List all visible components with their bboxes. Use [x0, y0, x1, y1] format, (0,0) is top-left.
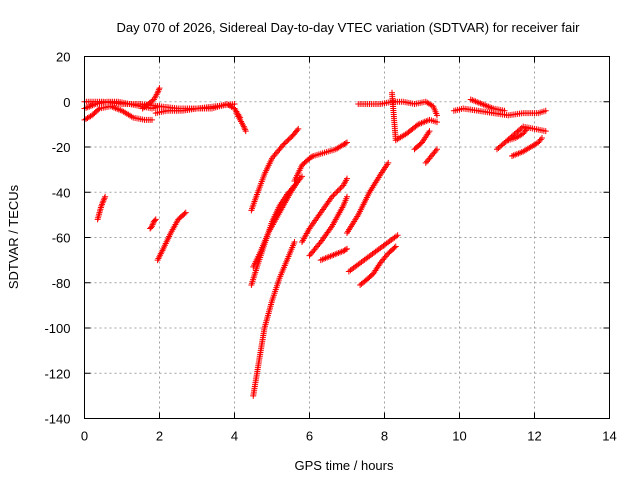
data-point — [102, 193, 109, 200]
data-point — [344, 193, 350, 200]
x-tick-label: 4 — [231, 429, 238, 444]
data-point — [182, 209, 189, 216]
data-point — [338, 183, 345, 190]
data-point — [286, 135, 293, 142]
data-point — [391, 244, 398, 251]
data-point — [291, 239, 298, 246]
x-axis-label: GPS time / hours — [295, 458, 394, 473]
data-point — [295, 125, 302, 132]
data-points — [81, 85, 549, 399]
data-point — [344, 139, 350, 146]
tick-labels: 0 2 4 6 8 10 12 14 20 0 -20 -40 -60 -80 -100 -120 -140 — [44, 50, 616, 444]
data-point — [309, 153, 315, 160]
data-point — [512, 129, 519, 136]
data-point — [331, 190, 338, 197]
chart-title: Day 070 of 2026, Sidereal Day-to-day VTE… — [117, 20, 581, 35]
data-point — [385, 159, 392, 166]
data-point — [330, 192, 337, 199]
data-point — [514, 128, 521, 135]
data-point — [280, 141, 287, 148]
data-point — [507, 134, 514, 141]
y-tick-label: -20 — [52, 140, 71, 155]
data-point — [149, 116, 155, 123]
data-point — [539, 134, 545, 141]
data-point — [434, 146, 440, 153]
data-point — [508, 133, 515, 140]
y-axis-label: SDTVAR / TECUs — [6, 184, 21, 289]
data-point — [242, 128, 249, 135]
data-point — [181, 210, 188, 217]
data-point — [494, 146, 500, 153]
data-point — [413, 122, 420, 129]
x-tick-label: 8 — [381, 429, 388, 444]
data-point — [542, 128, 549, 135]
data-point — [336, 186, 343, 193]
data-point — [285, 136, 292, 143]
data-point — [394, 232, 401, 239]
data-point — [499, 141, 506, 148]
data-point — [282, 139, 289, 146]
data-point — [542, 107, 549, 114]
data-point — [334, 188, 341, 195]
data-point — [337, 185, 344, 192]
y-tick-label: -60 — [52, 231, 71, 246]
data-point — [284, 137, 291, 144]
data-point — [434, 119, 440, 126]
data-point — [342, 246, 349, 253]
y-tick-label: 20 — [56, 50, 70, 65]
data-point — [152, 216, 159, 223]
x-tick-label: 0 — [81, 429, 88, 444]
y-tick-label: -80 — [52, 276, 71, 291]
data-point — [329, 193, 335, 200]
data-point — [504, 137, 511, 144]
data-point — [392, 243, 399, 250]
data-point — [151, 217, 158, 224]
y-tick-label: -120 — [44, 366, 70, 381]
data-point — [505, 136, 512, 143]
y-tick-label: -40 — [52, 185, 71, 200]
data-point — [299, 173, 305, 180]
data-point — [517, 126, 524, 133]
data-point — [344, 175, 350, 182]
data-point — [495, 145, 502, 152]
data-point — [342, 140, 349, 147]
data-point — [281, 140, 288, 147]
data-point — [434, 112, 440, 119]
x-tick-label: 14 — [602, 429, 616, 444]
data-point — [501, 107, 508, 114]
x-tick-label: 12 — [527, 429, 541, 444]
data-point — [515, 127, 522, 134]
y-tick-label: -140 — [44, 412, 70, 427]
data-point — [344, 245, 350, 252]
data-point — [511, 131, 518, 138]
data-point — [333, 189, 340, 196]
x-tick-label: 10 — [452, 429, 466, 444]
plot-frame — [84, 56, 610, 419]
data-point — [156, 103, 163, 110]
x-tick-label: 6 — [306, 429, 313, 444]
y-tick-label: -100 — [44, 321, 70, 336]
data-point — [95, 106, 102, 113]
data-point — [502, 138, 509, 145]
data-point — [501, 139, 508, 146]
x-tick-label: 2 — [156, 429, 163, 444]
data-point — [156, 85, 163, 92]
data-point — [426, 128, 433, 135]
grid-lines — [84, 56, 610, 419]
data-point — [498, 142, 505, 149]
data-point — [518, 124, 525, 131]
y-tick-label: 0 — [63, 95, 70, 110]
data-point — [496, 143, 503, 150]
data-point — [510, 132, 517, 139]
data-point — [294, 127, 301, 134]
